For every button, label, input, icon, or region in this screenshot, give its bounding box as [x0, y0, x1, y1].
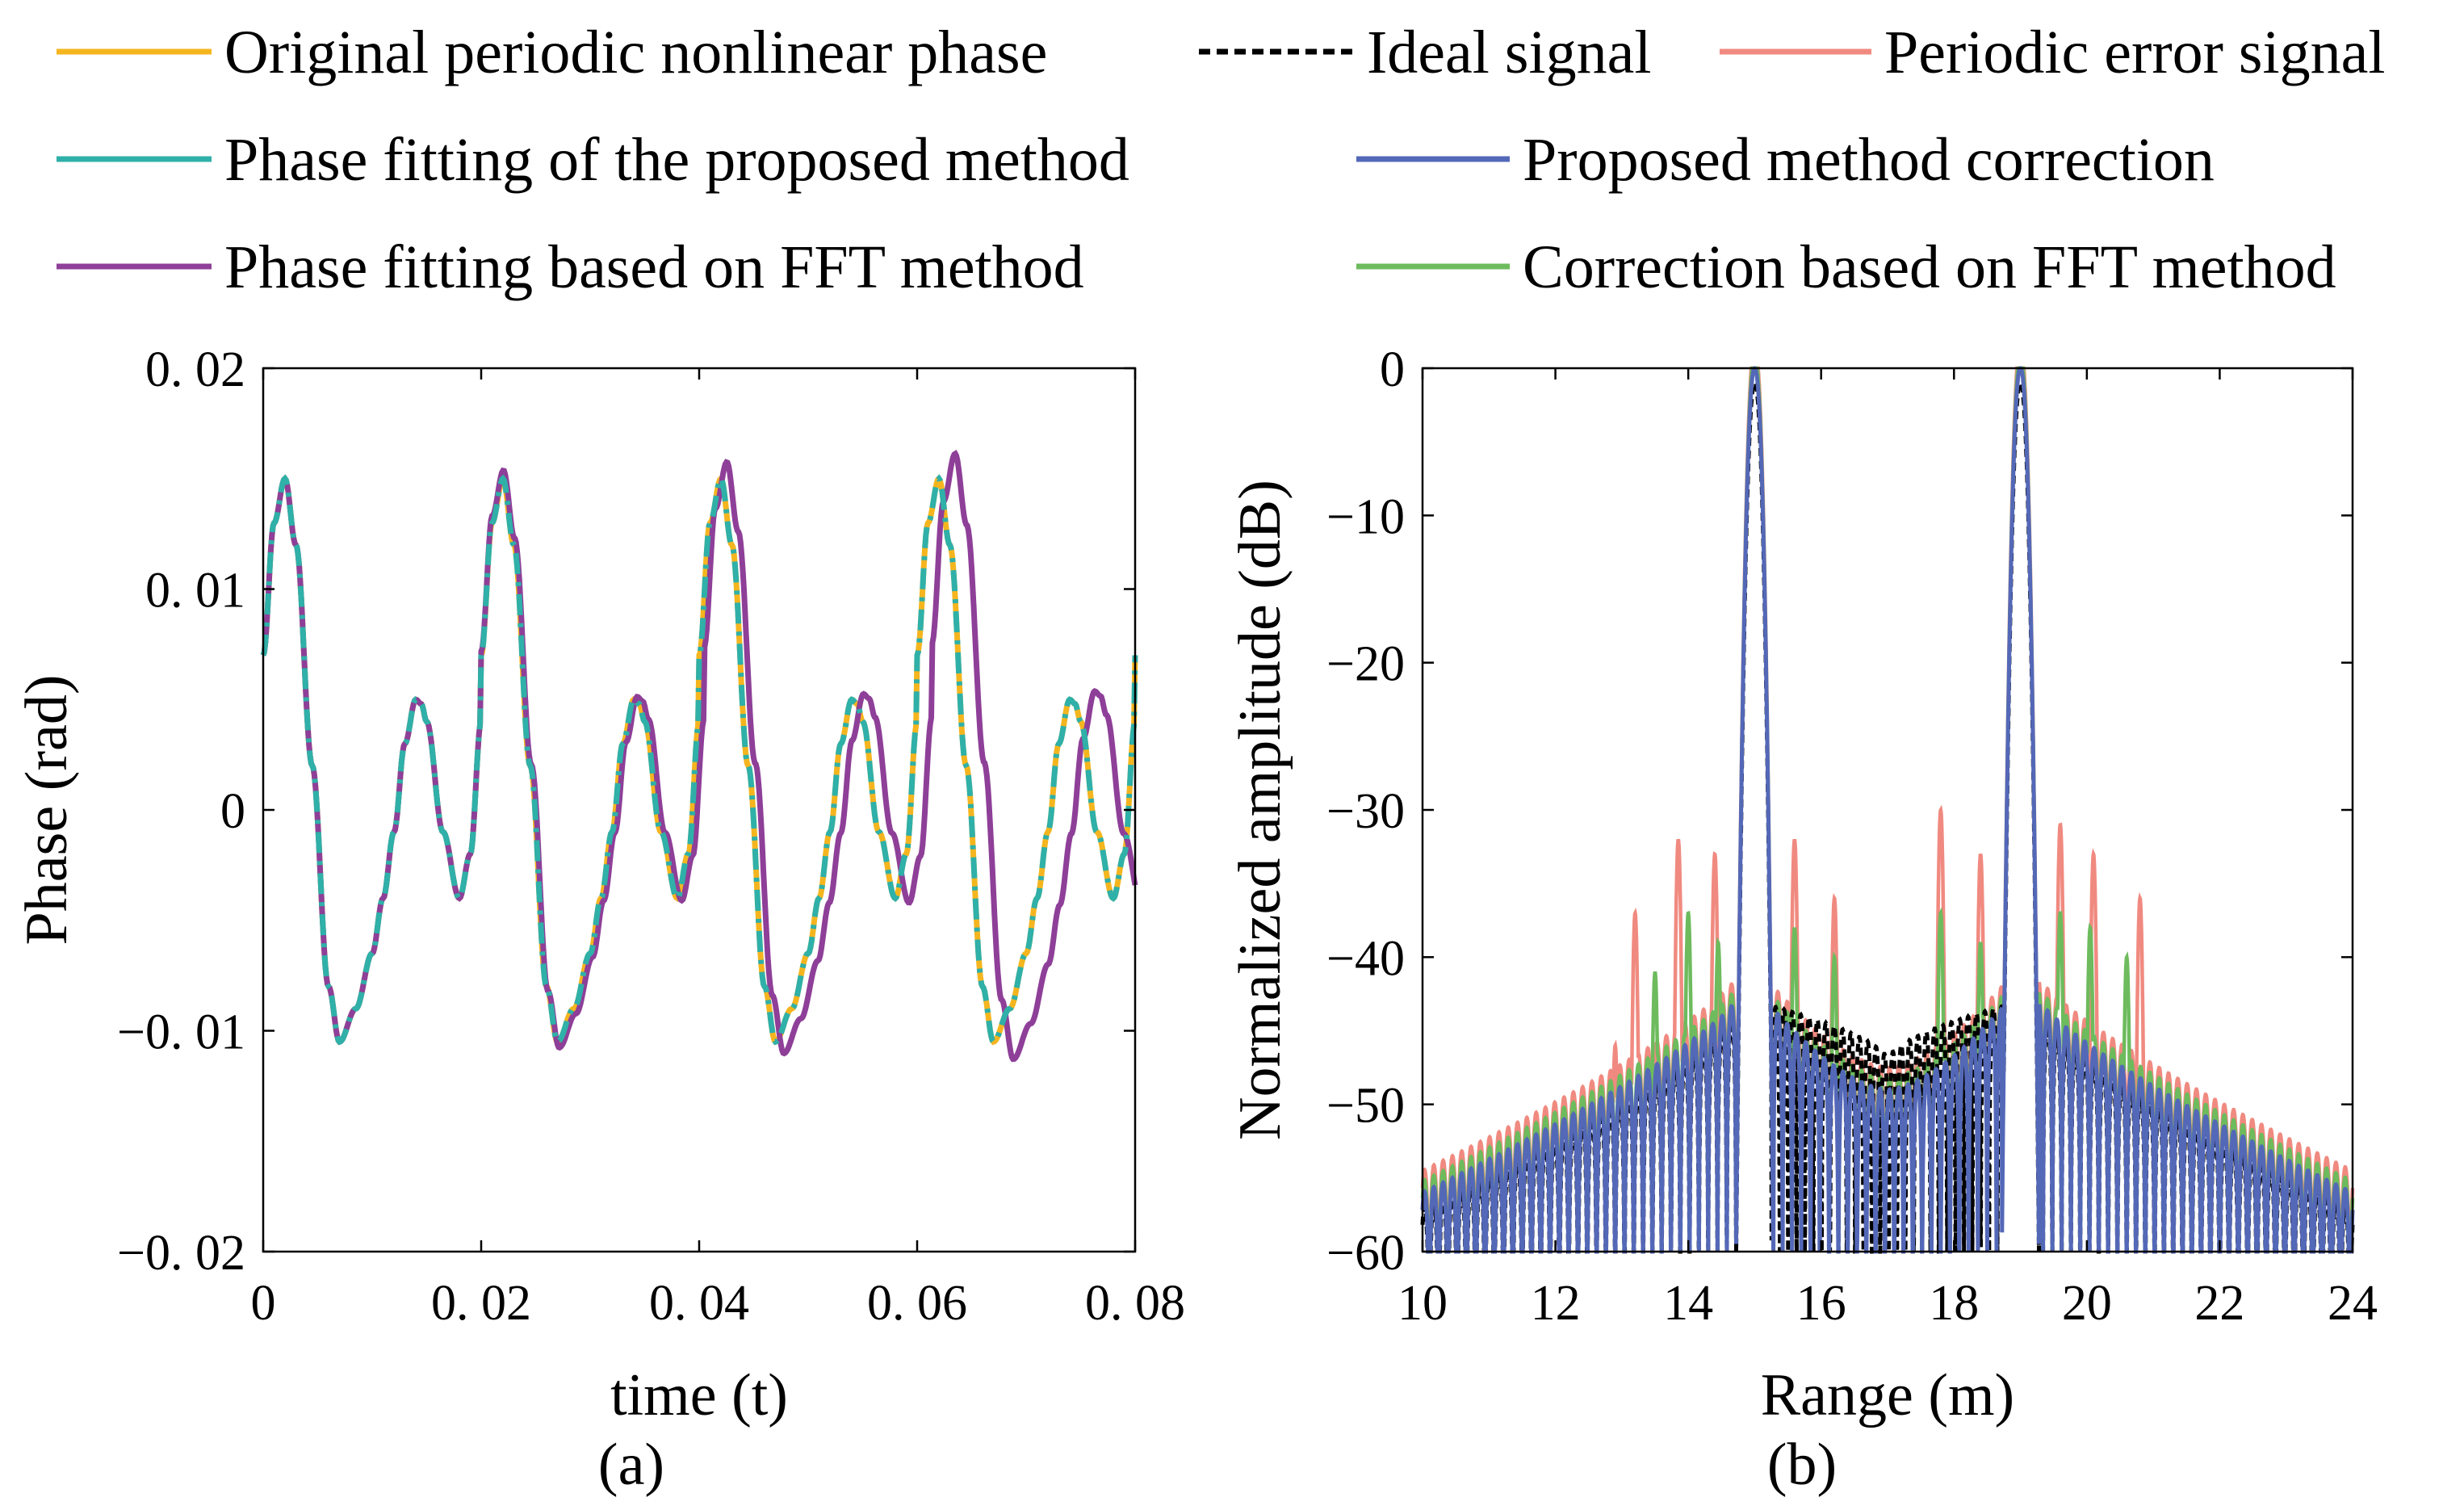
panel-label-a: (a): [598, 1432, 664, 1498]
legend-entry-original-phase: Original periodic nonlinear phase: [57, 19, 1047, 86]
range-y-axis-label: Normalized amplitude (dB): [1227, 480, 1293, 1140]
range-y-tick-label: −20: [1326, 637, 1405, 692]
phase-x-tick-label: 0: [251, 1276, 276, 1331]
chart-range-profile: 10 12 14 16 18 20 22 24 0 −10 −20 −30 −40 −50 −60 Rang…: [1227, 342, 2378, 1498]
phase-y-tick-label: −0. 01: [117, 1005, 245, 1060]
legend-label-proposed-fitting: Phase fitting of the proposed method: [224, 126, 1129, 194]
legend-label-proposed-correction: Proposed method correction: [1523, 126, 2215, 194]
range-series-proposed-method-correction: [1420, 366, 2355, 1254]
phase-y-tick-label: 0: [220, 784, 245, 839]
range-y-tick-label: −50: [1326, 1079, 1405, 1134]
range-axis-ticks: 10 12 14 16 18 20 22 24 0 −10 −20 −30 −40 −50 −60: [1326, 342, 2378, 1331]
range-x-tick-label: 24: [2328, 1276, 2378, 1331]
phase-x-tick-label: 0. 02: [431, 1276, 531, 1331]
legend-entry-periodic-error: Periodic error signal: [1720, 19, 2385, 86]
range-y-tick-label: 0: [1380, 342, 1405, 397]
range-x-tick-label: 14: [1663, 1276, 1713, 1331]
legend-entry-ideal-signal: Ideal signal: [1199, 19, 1651, 86]
range-y-tick-label: −30: [1326, 784, 1405, 839]
legend-label-periodic-error: Periodic error signal: [1884, 19, 2385, 86]
phase-series-phase-fitting-of-the-proposed-method: [260, 474, 1138, 1046]
phase-series-group: [260, 449, 1138, 1063]
legend: Original periodic nonlinear phase Ideal …: [57, 19, 2385, 301]
range-y-tick-label: −40: [1326, 931, 1405, 986]
phase-y-tick-label: −0. 02: [117, 1226, 245, 1281]
range-x-tick-label: 12: [1531, 1276, 1581, 1331]
legend-label-ideal-signal: Ideal signal: [1367, 19, 1651, 86]
phase-y-axis-label: Phase (rad): [14, 675, 80, 946]
range-y-tick-label: −60: [1326, 1226, 1405, 1281]
panel-label-b: (b): [1767, 1432, 1837, 1498]
legend-entry-proposed-correction: Proposed method correction: [1356, 126, 2215, 194]
range-x-axis-label: Range (m): [1761, 1362, 2014, 1428]
legend-label-fft-fitting: Phase fitting based on FFT method: [224, 233, 1084, 301]
range-series-group: [1420, 366, 2355, 1254]
phase-y-tick-label: 0. 02: [145, 342, 245, 397]
chart-phase: 0 0. 02 0. 04 0. 06 0. 08 0. 02 0. 01 0 −0. 01 −0…: [14, 342, 1185, 1498]
range-x-tick-label: 10: [1398, 1276, 1448, 1331]
range-y-tick-label: −10: [1326, 489, 1405, 544]
legend-label-fft-correction: Correction based on FFT method: [1523, 233, 2336, 301]
phase-series-phase-fitting-based-on-fft-method: [260, 449, 1138, 1063]
phase-x-tick-label: 0. 04: [649, 1276, 749, 1331]
legend-entry-fft-correction: Correction based on FFT method: [1356, 233, 2336, 301]
range-x-tick-label: 22: [2194, 1276, 2244, 1331]
range-x-tick-label: 16: [1796, 1276, 1846, 1331]
phase-x-tick-label: 0. 06: [867, 1276, 967, 1331]
legend-entry-proposed-fitting: Phase fitting of the proposed method: [57, 126, 1129, 194]
phase-axis-ticks: 0 0. 02 0. 04 0. 06 0. 08 0. 02 0. 01 0 −0. 01 −0…: [117, 342, 1185, 1331]
phase-x-axis-label: time (t): [610, 1362, 788, 1428]
range-x-tick-label: 20: [2062, 1276, 2112, 1331]
phase-x-tick-label: 0. 08: [1085, 1276, 1185, 1331]
legend-entry-fft-fitting: Phase fitting based on FFT method: [57, 233, 1084, 301]
range-x-tick-label: 18: [1929, 1276, 1979, 1331]
legend-label-original-phase: Original periodic nonlinear phase: [224, 19, 1047, 86]
phase-y-tick-label: 0. 01: [145, 564, 245, 619]
